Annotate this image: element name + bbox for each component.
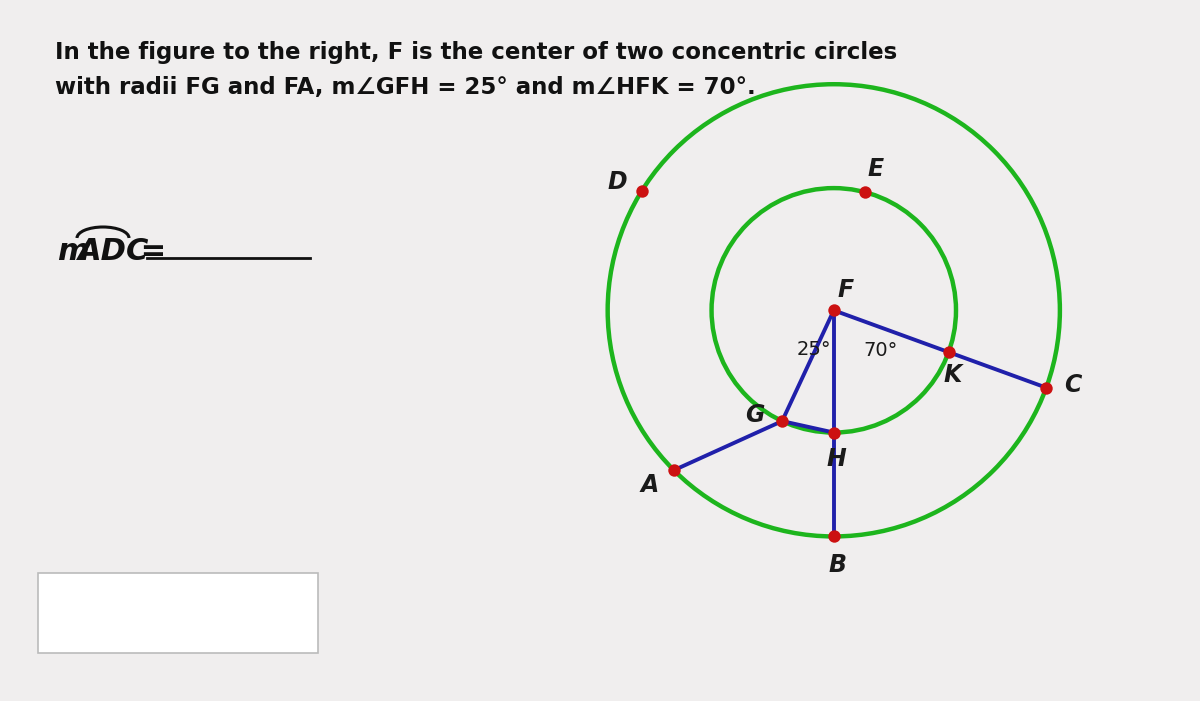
Text: m: m <box>58 236 89 266</box>
Text: E: E <box>868 157 883 181</box>
Point <box>940 346 959 358</box>
FancyBboxPatch shape <box>38 573 318 653</box>
Point <box>824 427 844 438</box>
Text: H: H <box>827 447 846 472</box>
Text: ADC: ADC <box>78 236 149 266</box>
Text: G: G <box>745 403 764 427</box>
Text: F: F <box>838 278 854 301</box>
Text: A: A <box>641 473 659 497</box>
Text: C: C <box>1064 373 1082 397</box>
Text: =: = <box>130 236 167 266</box>
Point <box>632 185 652 196</box>
Text: 70°: 70° <box>864 341 899 360</box>
Text: 25°: 25° <box>797 340 832 359</box>
Text: K: K <box>943 363 961 388</box>
Text: In the figure to the right, F is the center of two concentric circles: In the figure to the right, F is the cen… <box>55 41 898 64</box>
Text: D: D <box>607 170 628 194</box>
Point <box>824 531 844 542</box>
Point <box>824 305 844 316</box>
Text: B: B <box>828 552 846 576</box>
Point <box>773 416 792 427</box>
Point <box>856 186 875 198</box>
Point <box>1037 382 1056 393</box>
Text: with radii FG and FA, m∠GFH = 25° and m∠HFK = 70°.: with radii FG and FA, m∠GFH = 25° and m∠… <box>55 76 756 99</box>
Point <box>665 465 684 476</box>
